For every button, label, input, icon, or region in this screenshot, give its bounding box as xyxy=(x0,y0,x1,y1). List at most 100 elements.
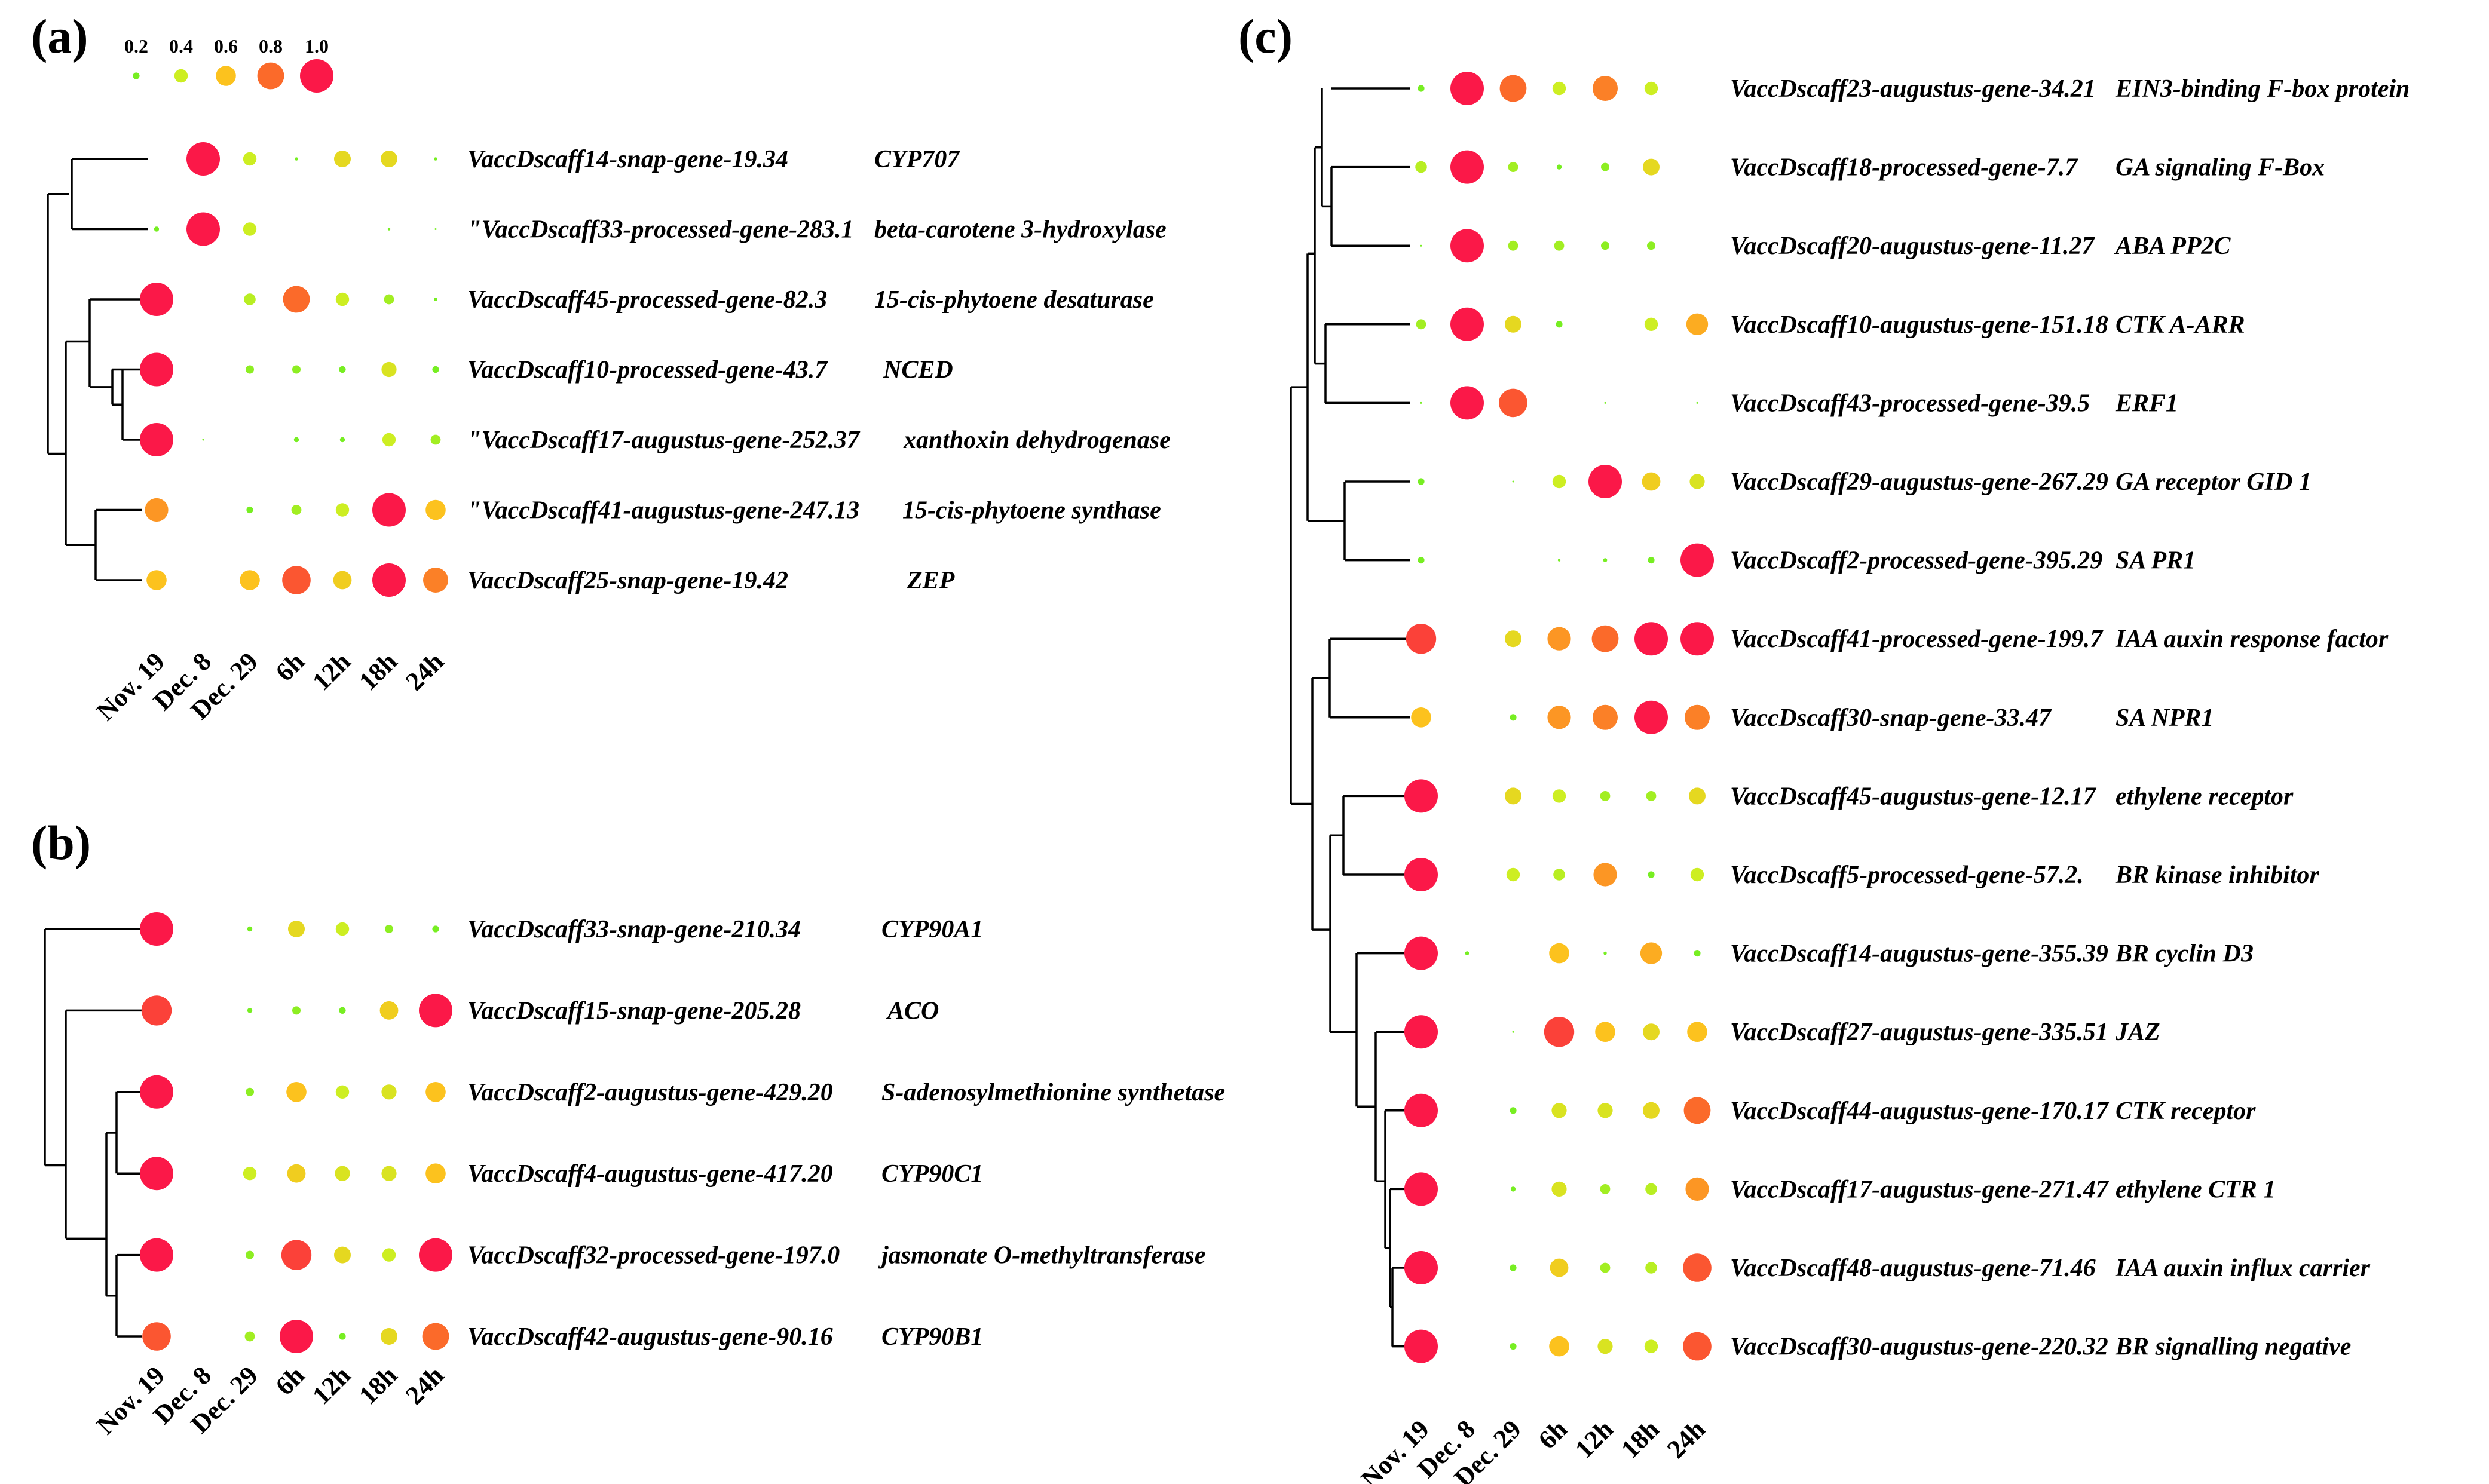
data-bubble xyxy=(246,506,253,514)
data-bubble xyxy=(1696,401,1698,404)
data-bubble xyxy=(1404,1172,1438,1206)
data-bubble xyxy=(1600,791,1611,801)
gene-annotation-label: EIN3-binding F-box protein xyxy=(2115,75,2410,103)
data-bubble xyxy=(1603,558,1608,562)
legend-bubble xyxy=(174,69,188,83)
data-bubble xyxy=(1694,950,1701,957)
gene-annotation-label: BR kinase inhibitor xyxy=(2115,861,2319,889)
data-bubble xyxy=(286,1082,307,1102)
data-bubble xyxy=(1420,244,1422,247)
data-bubble xyxy=(425,1082,446,1102)
data-bubble xyxy=(1683,1332,1712,1361)
gene-id-label: VaccDscaff45-processed-gene-82.3 xyxy=(467,286,827,314)
data-bubble xyxy=(339,437,345,443)
data-bubble xyxy=(385,925,393,933)
data-bubble xyxy=(140,1238,173,1272)
data-bubble xyxy=(422,1323,449,1350)
data-bubble xyxy=(381,1166,397,1181)
data-bubble xyxy=(202,439,204,441)
data-bubble xyxy=(1687,1022,1707,1042)
data-bubble xyxy=(434,298,437,301)
data-bubble xyxy=(1547,706,1571,729)
data-bubble xyxy=(246,1250,254,1259)
data-bubble xyxy=(339,1333,346,1340)
data-bubble xyxy=(140,1075,173,1109)
gene-id-label: VaccDscaff41-processed-gene-199.7 xyxy=(1730,626,2104,653)
data-bubble xyxy=(1643,158,1660,176)
gene-annotation-label: jasmonate O-methyltransferase xyxy=(878,1242,1206,1270)
data-bubble xyxy=(243,1167,257,1181)
data-bubble xyxy=(1554,240,1565,251)
data-bubble xyxy=(335,1085,350,1099)
data-bubble xyxy=(1643,1102,1660,1119)
gene-annotation-label: 15-cis-phytoene synthase xyxy=(902,497,1161,525)
column-label: 12h xyxy=(307,1360,356,1410)
data-bubble xyxy=(1588,465,1622,498)
gene-annotation-label: BR signalling negative xyxy=(2115,1333,2351,1361)
data-bubble xyxy=(1420,401,1422,404)
data-bubble xyxy=(335,292,350,306)
gene-annotation-label: xanthoxin dehydrogenase xyxy=(903,427,1171,454)
gene-id-label: VaccDscaff18-processed-gene-7.7 xyxy=(1730,154,2078,182)
data-bubble xyxy=(1411,707,1431,728)
data-bubble xyxy=(295,157,298,161)
gene-annotation-label: ethylene CTR 1 xyxy=(2116,1176,2276,1203)
gene-id-label: VaccDscaff20-augustus-gene-11.27 xyxy=(1730,232,2095,260)
data-bubble xyxy=(1683,1097,1711,1124)
data-bubble xyxy=(419,1238,452,1272)
data-bubble xyxy=(1646,791,1657,801)
gene-annotation-label: CYP90C1 xyxy=(881,1160,983,1188)
data-bubble xyxy=(288,921,305,937)
data-bubble xyxy=(1690,867,1704,882)
data-bubble xyxy=(1550,1258,1569,1277)
gene-annotation-label: SA NPR1 xyxy=(2116,704,2214,732)
data-bubble xyxy=(1552,474,1566,489)
column-label: 6h xyxy=(270,1360,311,1401)
data-bubble xyxy=(1591,625,1619,652)
gene-id-label: VaccDscaff23-augustus-gene-34.21 xyxy=(1730,75,2096,103)
column-label: 18h xyxy=(353,1360,403,1410)
data-bubble xyxy=(339,1007,346,1014)
data-bubble xyxy=(1642,472,1661,491)
data-bubble xyxy=(1450,386,1484,420)
data-bubble xyxy=(246,365,254,374)
data-bubble xyxy=(1512,1031,1514,1033)
data-bubble xyxy=(1556,164,1562,170)
data-bubble xyxy=(381,151,397,167)
gene-id-label: VaccDscaff2-processed-gene-395.29 xyxy=(1730,547,2102,575)
data-bubble xyxy=(1683,1253,1712,1282)
data-bubble xyxy=(243,222,257,236)
data-bubble xyxy=(425,499,446,520)
data-bubble xyxy=(292,365,301,374)
gene-id-label: VaccDscaff5-processed-gene-57.2. xyxy=(1730,861,2084,889)
data-bubble xyxy=(1551,1181,1567,1197)
legend-label: 0.4 xyxy=(169,35,193,57)
data-bubble xyxy=(1685,1177,1709,1201)
data-bubble xyxy=(1505,315,1521,333)
data-bubble xyxy=(1593,76,1618,101)
data-bubble xyxy=(1510,1343,1517,1350)
data-bubble xyxy=(282,566,311,594)
data-bubble xyxy=(372,563,406,597)
data-bubble xyxy=(1404,936,1438,970)
data-bubble xyxy=(247,926,253,932)
data-bubble xyxy=(335,503,350,517)
data-bubble xyxy=(1547,627,1571,651)
gene-annotation-label: ACO xyxy=(886,997,939,1025)
gene-id-label: VaccDscaff45-augustus-gene-12.17 xyxy=(1730,783,2097,810)
data-bubble xyxy=(244,293,256,305)
data-bubble xyxy=(140,1157,173,1191)
gene-annotation-label: S-adenosylmethionine synthetase xyxy=(881,1079,1225,1106)
gene-id-label: "VaccDscaff33-processed-gene-283.1 xyxy=(467,216,854,244)
data-bubble xyxy=(281,1240,312,1270)
data-bubble xyxy=(1689,474,1705,489)
panel-c: (c) VaccDscaff23-augustus-gene-34.21 EIN3-… xyxy=(1238,9,2410,1484)
column-label: 24h xyxy=(400,646,449,696)
gene-annotation-label: beta-carotene 3-hydroxylase xyxy=(874,216,1167,244)
gene-annotation-label: BR cyclin D3 xyxy=(2115,940,2254,968)
column-label: 12h xyxy=(1569,1414,1619,1464)
gene-annotation-label: 15-cis-phytoene desaturase xyxy=(874,286,1154,314)
column-label: 24h xyxy=(400,1360,449,1410)
data-bubble xyxy=(339,366,346,373)
data-bubble xyxy=(1510,1186,1516,1192)
